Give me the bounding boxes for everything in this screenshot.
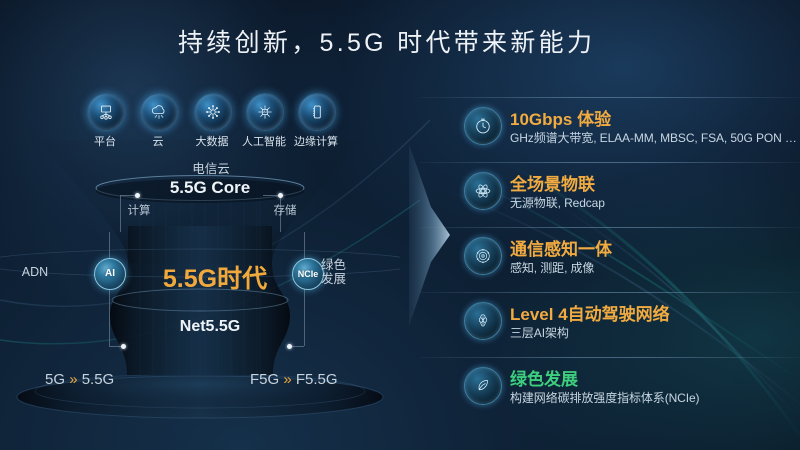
svg-text:AI: AI	[263, 110, 266, 114]
